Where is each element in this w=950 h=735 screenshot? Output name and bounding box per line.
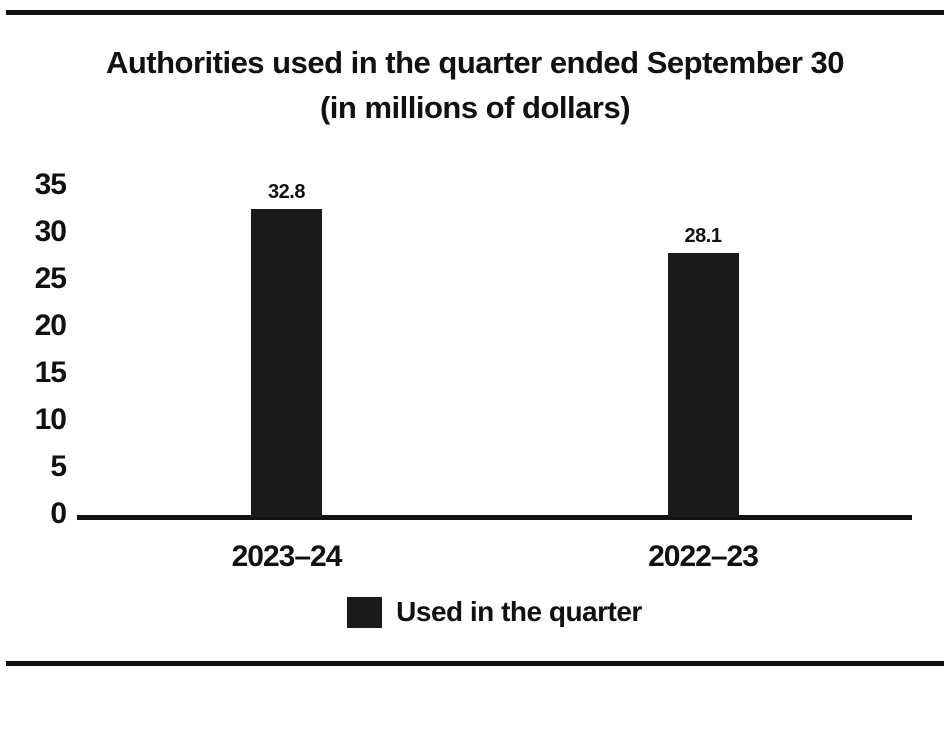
y-axis-tick-label: 20 — [34, 309, 67, 342]
y-axis-tick-label: 25 — [34, 262, 67, 295]
top-divider — [6, 10, 944, 15]
y-axis-tick-label: 15 — [34, 356, 67, 389]
y-axis-tick-label: 0 — [50, 497, 67, 530]
bar-value-label: 28.1 — [684, 224, 722, 247]
legend-swatch-icon — [347, 596, 383, 628]
x-axis-line — [77, 515, 912, 520]
y-axis-tick-label: 35 — [34, 168, 67, 201]
category-label: 2022–23 — [648, 540, 759, 573]
y-axis-tick-label: 5 — [50, 450, 67, 483]
category-label: 2023–24 — [231, 540, 343, 573]
chart-subtitle: (in millions of dollars) — [319, 90, 631, 125]
y-axis-tick-label: 10 — [34, 403, 67, 436]
bar-used-in-the-quarter-1 — [667, 252, 739, 517]
bar-used-in-the-quarter-0 — [251, 208, 322, 517]
legend-label: Used in the quarter — [396, 596, 642, 627]
y-axis-tick-label: 30 — [34, 215, 67, 248]
bar-value-label: 32.8 — [268, 180, 305, 203]
bottom-divider — [6, 661, 944, 666]
chart-title-block: Authorities used in the quarter ended Se… — [0, 40, 950, 130]
chart-title: Authorities used in the quarter ended Se… — [105, 45, 845, 80]
legend: Used in the quarter — [77, 593, 912, 631]
